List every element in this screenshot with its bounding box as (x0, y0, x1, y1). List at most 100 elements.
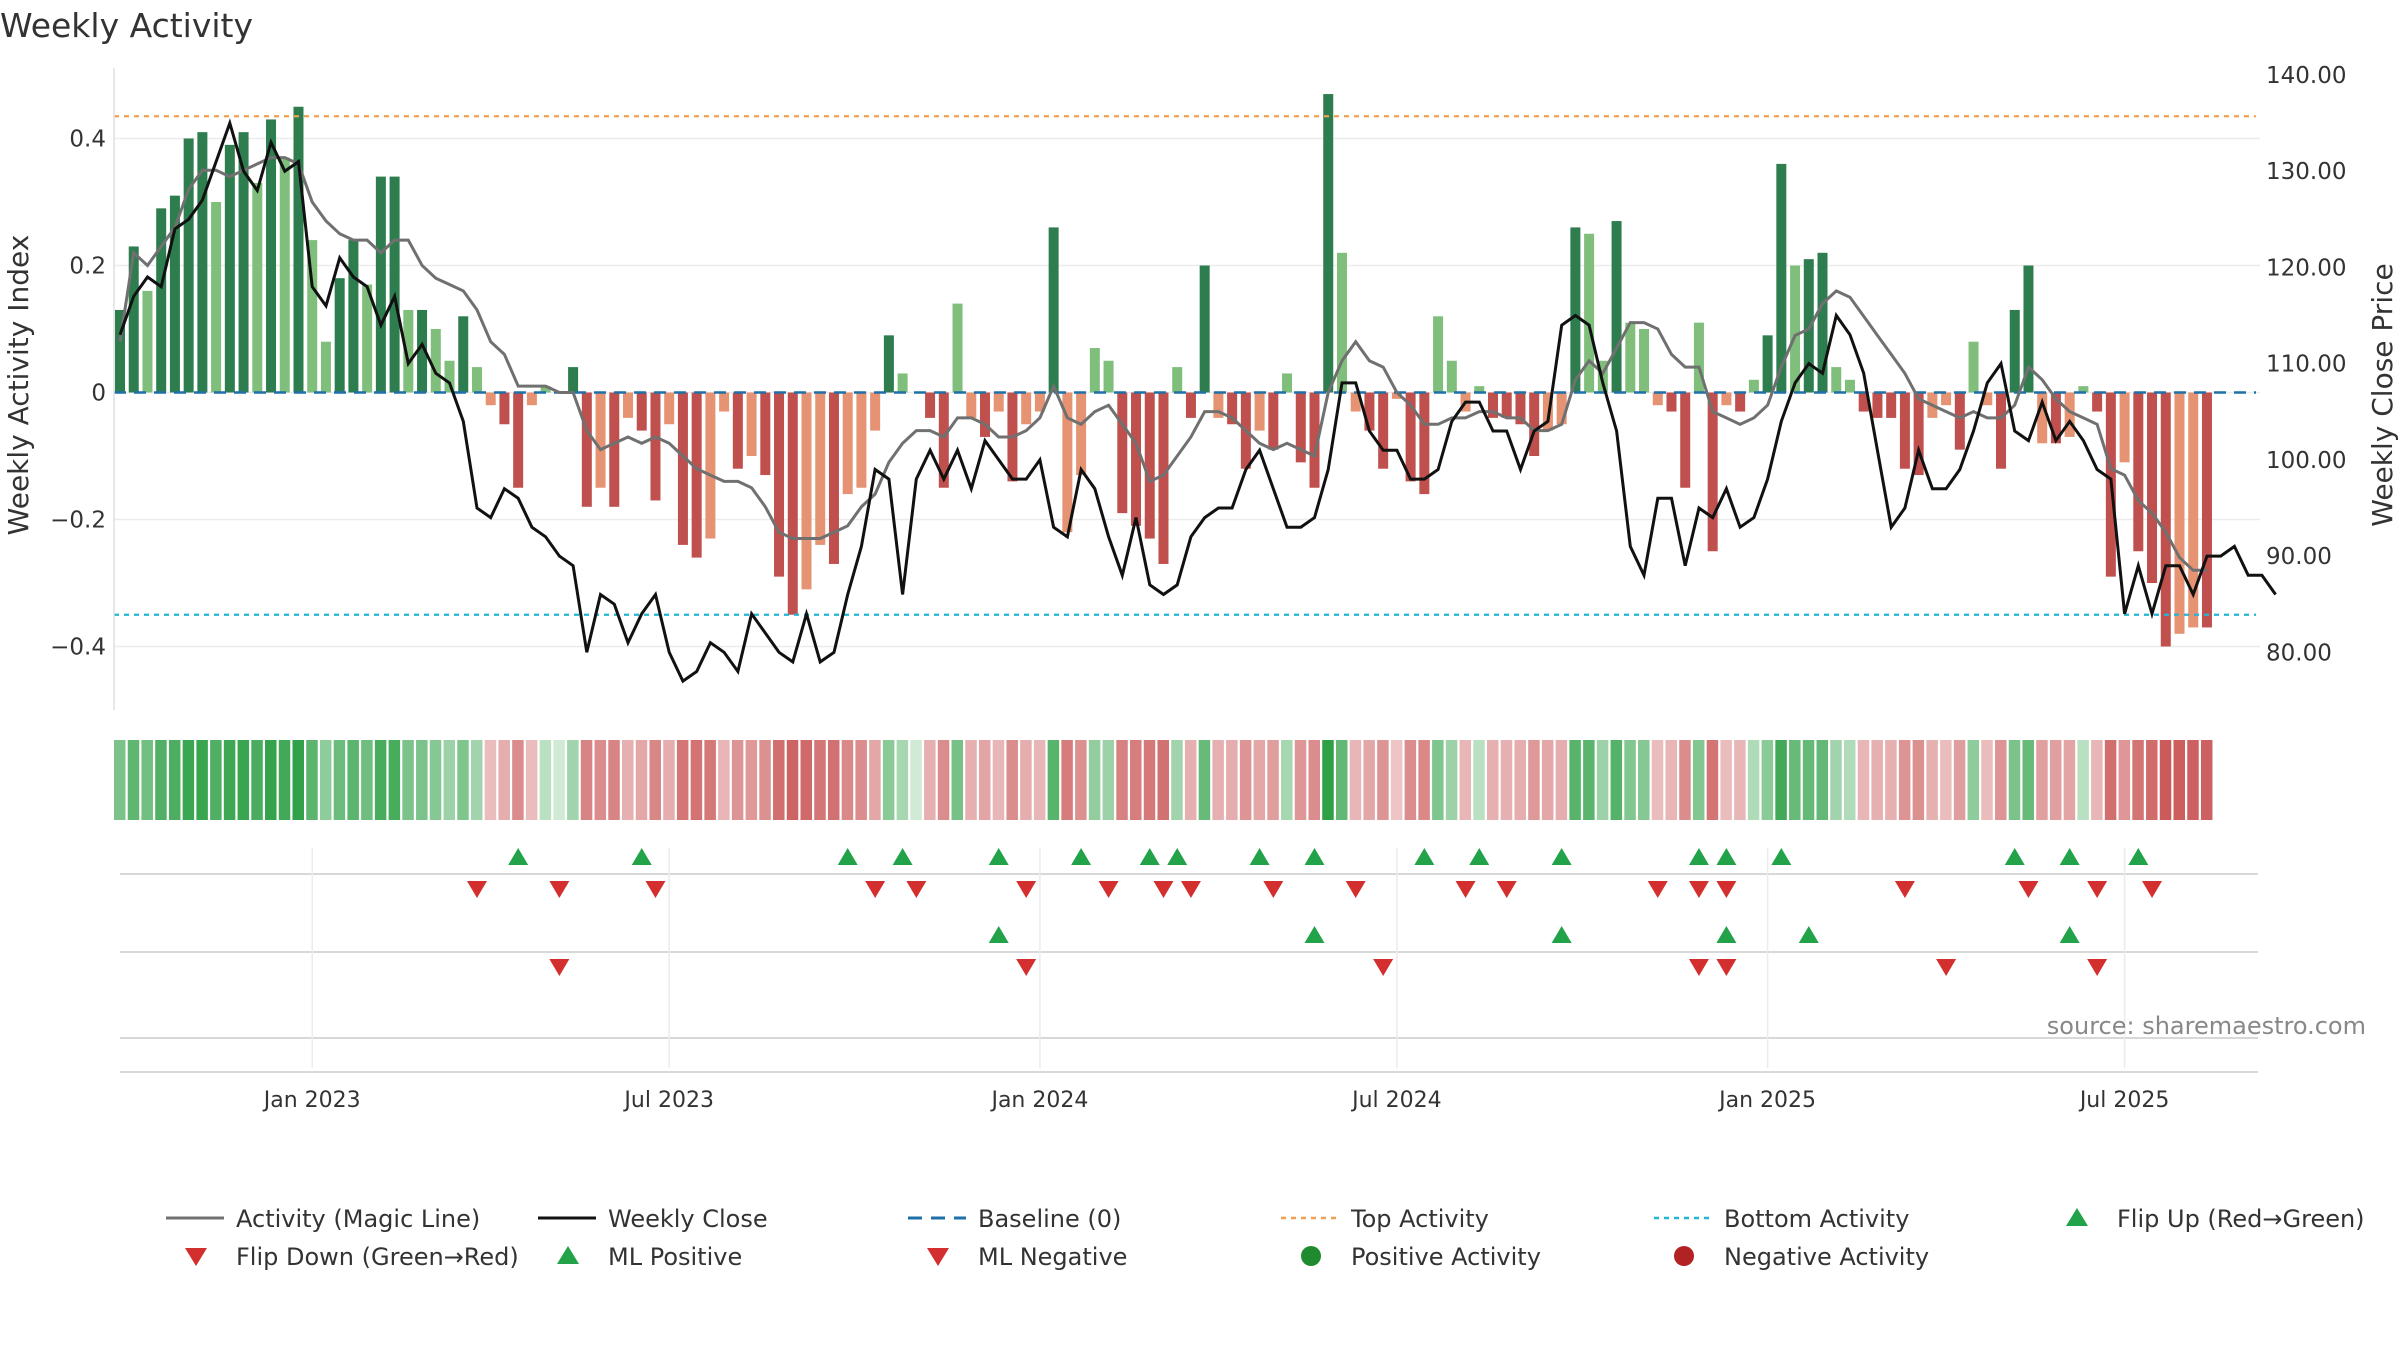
heat-cell (814, 740, 826, 820)
activity-bar (2050, 392, 2061, 444)
activity-bar (362, 284, 373, 393)
heat-cell (1610, 740, 1623, 820)
heat-cell (539, 740, 552, 820)
heat-cell (1322, 740, 1334, 820)
activity-bar (1652, 392, 1663, 406)
activity-bar (856, 392, 867, 488)
activity-bar (870, 392, 881, 431)
heat-cell (1583, 740, 1595, 820)
heat-cell (525, 740, 538, 820)
ml-negative-marker (1936, 959, 1957, 976)
ml-positive-marker (1304, 926, 1325, 943)
heat-cell (1665, 740, 1677, 820)
activity-bar (1488, 392, 1498, 418)
activity-bar (2092, 392, 2103, 412)
activity-heat-strip (114, 740, 2213, 820)
flip-down-marker (1647, 881, 1668, 898)
heat-cell (1226, 740, 1238, 820)
heat-cell (1088, 740, 1101, 820)
heat-cell (1995, 740, 2007, 820)
activity-bar (966, 392, 977, 418)
heat-cell (663, 740, 675, 820)
activity-bar (938, 392, 949, 488)
heat-cell (649, 740, 661, 820)
heat-cell (676, 740, 689, 820)
activity-bar (1515, 392, 1526, 425)
activity-bar (1680, 392, 1691, 488)
activity-bar (664, 392, 675, 425)
ml-negative-marker (549, 959, 570, 976)
legend-swatch-triangle-up (2066, 1208, 2088, 1226)
flip-up-marker (1304, 848, 1325, 865)
heat-cell (1459, 740, 1472, 820)
heat-cell (1033, 740, 1046, 820)
activity-bar (1721, 392, 1732, 406)
activity-bar (1419, 392, 1430, 495)
heat-cell (1638, 740, 1650, 820)
flip-up-marker (1139, 848, 1160, 865)
flip-down-marker (1016, 881, 1037, 898)
heat-cell (1624, 740, 1636, 820)
activity-bar (1844, 379, 1855, 393)
heat-cell (1253, 740, 1266, 820)
activity-bar (485, 392, 496, 406)
activity-bar (1062, 392, 1073, 533)
heat-cell (978, 740, 991, 820)
activity-bar (705, 392, 716, 539)
heat-cell (1500, 740, 1513, 820)
activity-bar (1172, 367, 1183, 393)
activity-bar (403, 309, 414, 393)
heat-cell (1130, 740, 1142, 820)
activity-bar (458, 316, 469, 393)
activity-bar (1762, 335, 1773, 393)
activity-bar (389, 176, 400, 393)
activity-bar (828, 392, 839, 564)
heat-cell (1418, 740, 1430, 820)
signal-markers (120, 848, 2258, 1073)
flip-down-marker (2018, 881, 2039, 898)
activity-bar (2064, 392, 2075, 437)
flip-up-marker (892, 848, 913, 865)
heat-cell (1981, 740, 1993, 820)
x-tick-label: Jul 2024 (1350, 1088, 1442, 1113)
heat-cell (2036, 740, 2048, 820)
heat-cell (773, 740, 785, 820)
y-tick-right: 80.00 (2266, 640, 2332, 666)
heat-cell (1651, 740, 1664, 820)
activity-bar (815, 392, 826, 545)
activity-bar (1666, 392, 1677, 412)
legend-label: Flip Up (Red→Green) (2117, 1205, 2365, 1233)
flip-up-marker (2128, 848, 2149, 865)
heat-cell (402, 740, 414, 820)
activity-bar (2037, 392, 2048, 444)
heat-cell (882, 740, 895, 820)
heat-cell (512, 740, 524, 820)
activity-bar (952, 303, 963, 393)
heat-cell (1239, 740, 1252, 820)
heat-cell (1020, 740, 1032, 820)
activity-bar (1996, 392, 2007, 469)
flip-up-marker (1249, 848, 1270, 865)
flip-down-marker (906, 881, 927, 898)
activity-bar (595, 392, 606, 488)
heat-cell (1967, 740, 1980, 820)
heat-cell (1157, 740, 1169, 820)
heat-cell (498, 740, 510, 820)
flip-down-marker (1688, 881, 1709, 898)
heat-cell (1377, 740, 1389, 820)
heat-cell (1720, 740, 1732, 820)
ml-negative-marker (1016, 959, 1037, 976)
activity-bar (1941, 392, 1952, 406)
ml-positive-marker (1551, 926, 1572, 943)
heat-cell (718, 740, 730, 820)
heat-cell (2118, 740, 2131, 820)
heat-cell (567, 740, 579, 820)
heat-cell (869, 740, 881, 820)
ml-negative-marker (1373, 959, 1394, 976)
flip-down-marker (1180, 881, 1201, 898)
activity-bar (2078, 386, 2089, 393)
heat-cell (1816, 740, 1829, 820)
activity-bar (444, 360, 455, 393)
activity-bar (375, 176, 386, 393)
heat-cell (1898, 740, 1911, 820)
